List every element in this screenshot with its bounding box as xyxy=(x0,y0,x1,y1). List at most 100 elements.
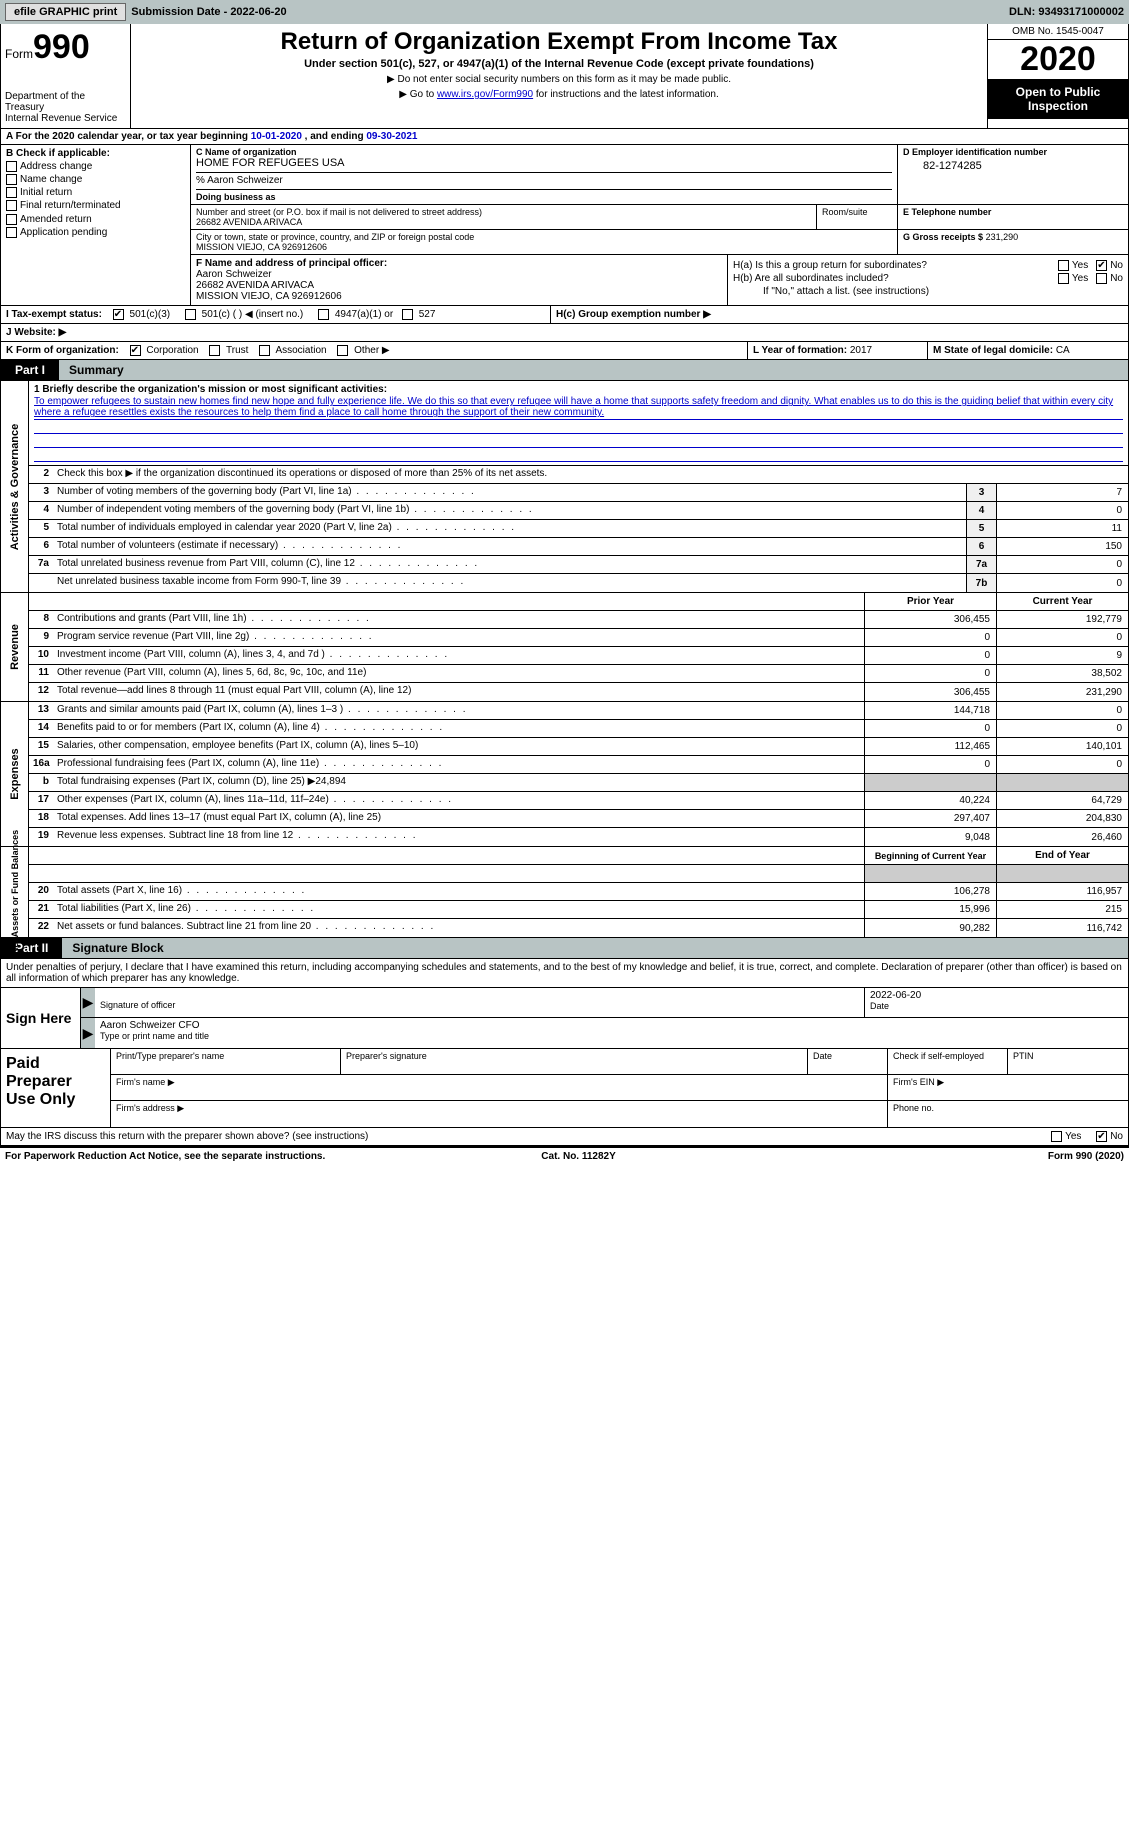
line-num: 8 xyxy=(29,611,53,628)
line-num: 17 xyxy=(29,792,53,809)
line-num: b xyxy=(29,774,53,791)
part2-header: Part II Signature Block xyxy=(0,938,1129,959)
line-num: 11 xyxy=(29,665,53,682)
line-num xyxy=(29,865,53,882)
ha-no[interactable]: No xyxy=(1096,260,1123,271)
cell-d-ein: D Employer identification number 82-1274… xyxy=(898,145,1128,204)
line-prior: 297,407 xyxy=(864,810,996,827)
firm-name-label: Firm's name ▶ xyxy=(111,1075,888,1100)
footer: For Paperwork Reduction Act Notice, see … xyxy=(0,1146,1129,1165)
line-num: 15 xyxy=(29,738,53,755)
exp-body: 13Grants and similar amounts paid (Part … xyxy=(29,702,1128,846)
side-label-net: Net Assets or Fund Balances xyxy=(1,847,29,937)
line-ref: 7b xyxy=(966,574,996,592)
checkbox-icon[interactable] xyxy=(6,200,17,211)
opt-name-change[interactable]: Name change xyxy=(6,174,185,185)
checkbox-icon[interactable] xyxy=(337,345,348,356)
line-prior: 9,048 xyxy=(864,828,996,846)
line-current: 0 xyxy=(996,756,1128,773)
cell-e-phone: E Telephone number xyxy=(898,205,1128,230)
form-subtitle: Under section 501(c), 527, or 4947(a)(1)… xyxy=(135,58,983,70)
addr-street: Number and street (or P.O. box if mail i… xyxy=(191,205,817,229)
opt-label: Application pending xyxy=(20,227,107,238)
opt-501c3: 501(c)(3) xyxy=(130,309,171,320)
year-value: 2017 xyxy=(850,345,872,356)
row-k-l-m: K Form of organization: Corporation Trus… xyxy=(0,342,1129,360)
irs-link[interactable]: www.irs.gov/Form990 xyxy=(437,89,533,100)
line-desc: Total liabilities (Part X, line 26) xyxy=(53,901,864,918)
line-desc: Net unrelated business taxable income fr… xyxy=(53,574,966,592)
hb-no[interactable]: No xyxy=(1096,273,1123,284)
cell-k-orgform: K Form of organization: Corporation Trus… xyxy=(1,342,748,359)
line-num: 2 xyxy=(29,466,53,483)
checkbox-icon[interactable] xyxy=(1096,1131,1107,1142)
part1-tab: Part I xyxy=(1,360,59,380)
arrow-icon: ▶ xyxy=(81,1018,95,1048)
checkbox-icon[interactable] xyxy=(6,174,17,185)
row-a-pre: A For the 2020 calendar year, or tax yea… xyxy=(6,131,251,142)
row-hdr: Beginning of Current YearEnd of Year xyxy=(29,847,1128,865)
arrow-icon: ▶ xyxy=(81,988,95,1017)
line-prior: 90,282 xyxy=(864,919,996,937)
line-prior xyxy=(864,865,996,882)
ha-yes[interactable]: Yes xyxy=(1058,260,1088,271)
line-val: 0 xyxy=(996,556,1128,573)
opt-amended-return[interactable]: Amended return xyxy=(6,214,185,225)
line-desc: Total expenses. Add lines 13–17 (must eq… xyxy=(53,810,864,827)
efile-print-button[interactable]: efile GRAPHIC print xyxy=(5,3,126,21)
line-prior: 40,224 xyxy=(864,792,996,809)
line-current: 38,502 xyxy=(996,665,1128,682)
row-5: 5Total number of individuals employed in… xyxy=(29,520,1128,538)
checkbox-icon[interactable] xyxy=(6,227,17,238)
checkbox-icon[interactable] xyxy=(185,309,196,320)
officer-label: F Name and address of principal officer: xyxy=(196,258,387,269)
line-ref: 3 xyxy=(966,484,996,501)
addr-room: Room/suite xyxy=(817,205,897,229)
side-net-text: Net Assets or Fund Balances xyxy=(10,830,20,954)
checkbox-icon[interactable] xyxy=(6,187,17,198)
sig-name: Aaron Schweizer CFO xyxy=(100,1020,199,1031)
sig-declaration: Under penalties of perjury, I declare th… xyxy=(0,959,1129,988)
sig-officer-label: Signature of officer xyxy=(100,1000,175,1010)
checkbox-icon[interactable] xyxy=(1096,260,1107,271)
opt-address-change[interactable]: Address change xyxy=(6,161,185,172)
discuss-no[interactable]: No xyxy=(1096,1131,1123,1142)
top-bar: efile GRAPHIC print Submission Date - 20… xyxy=(0,0,1129,24)
side-label-gov: Activities & Governance xyxy=(1,381,29,592)
discuss-yes[interactable]: Yes xyxy=(1051,1131,1081,1142)
checkbox-icon[interactable] xyxy=(1058,273,1069,284)
line-current: 26,460 xyxy=(996,828,1128,846)
col-b-header: B Check if applicable: xyxy=(6,148,185,159)
opt-label: Final return/terminated xyxy=(20,201,121,212)
opt-final-return[interactable]: Final return/terminated xyxy=(6,200,185,211)
line-prior: 0 xyxy=(864,629,996,646)
checkbox-icon[interactable] xyxy=(402,309,413,320)
checkbox-icon[interactable] xyxy=(209,345,220,356)
checkbox-icon[interactable] xyxy=(318,309,329,320)
checkbox-icon[interactable] xyxy=(1058,260,1069,271)
tax-year-begin: 10-01-2020 xyxy=(251,131,302,142)
line-prior: 0 xyxy=(864,647,996,664)
checkbox-icon[interactable] xyxy=(1096,273,1107,284)
prep-ptin-label: PTIN xyxy=(1008,1049,1128,1074)
checkbox-icon[interactable] xyxy=(1051,1131,1062,1142)
hb-yes[interactable]: Yes xyxy=(1058,273,1088,284)
section-netassets: Net Assets or Fund Balances Beginning of… xyxy=(0,847,1129,938)
addr-street-row: Number and street (or P.O. box if mail i… xyxy=(191,205,897,230)
city-label: City or town, state or province, country… xyxy=(196,232,892,242)
checkbox-icon[interactable] xyxy=(6,214,17,225)
city-value: MISSION VIEJO, CA 926912606 xyxy=(196,242,892,252)
note-pre: ▶ Go to xyxy=(399,89,437,100)
checkbox-icon[interactable] xyxy=(6,161,17,172)
checkbox-icon[interactable] xyxy=(259,345,270,356)
footer-right: Form 990 (2020) xyxy=(1048,1151,1124,1162)
opt-application-pending[interactable]: Application pending xyxy=(6,227,185,238)
row-hdr: Prior YearCurrent Year xyxy=(29,593,1128,611)
checkbox-icon[interactable] xyxy=(130,345,141,356)
preparer-label: Paid Preparer Use Only xyxy=(1,1049,111,1127)
website-label: J Website: ▶ xyxy=(6,327,66,338)
opt-initial-return[interactable]: Initial return xyxy=(6,187,185,198)
checkbox-icon[interactable] xyxy=(113,309,124,320)
line-desc: Check this box ▶ if the organization dis… xyxy=(53,466,1128,483)
line-desc: Net assets or fund balances. Subtract li… xyxy=(53,919,864,937)
